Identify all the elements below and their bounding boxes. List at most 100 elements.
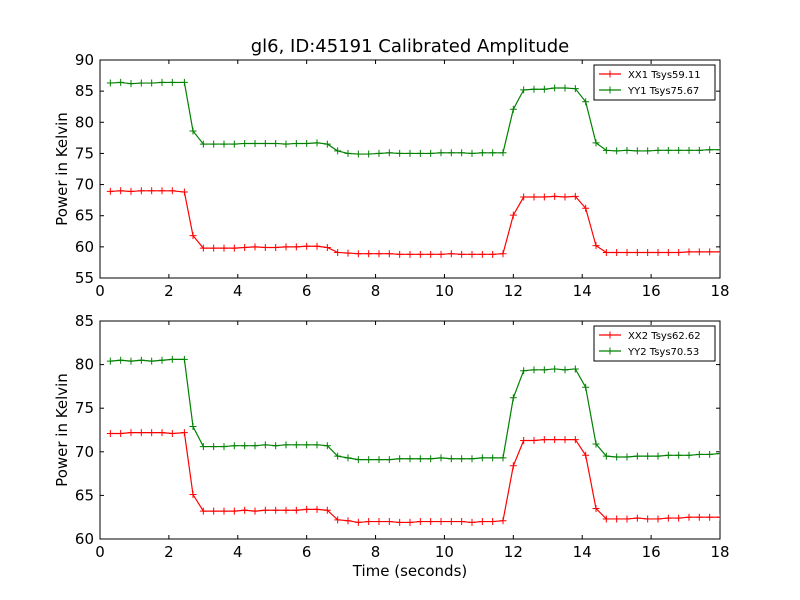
data-point-marker [406, 250, 414, 258]
data-point-marker [551, 436, 559, 444]
data-point-marker [499, 517, 507, 525]
data-point-marker [561, 84, 569, 92]
data-point-marker [602, 452, 610, 460]
data-point-marker [334, 248, 342, 256]
x-tick-label: 0 [95, 282, 105, 300]
x-tick-label: 6 [302, 282, 312, 300]
data-point-marker [323, 243, 331, 251]
data-point-marker [313, 139, 321, 147]
data-point-marker [344, 149, 352, 157]
y-tick-label: 90 [75, 51, 94, 69]
data-point-marker [582, 98, 590, 106]
data-point-marker [365, 150, 373, 158]
data-point-marker [148, 79, 156, 87]
data-point-marker [706, 450, 714, 458]
data-point-marker [654, 515, 662, 523]
data-point-marker [180, 188, 188, 196]
data-point-marker [561, 366, 569, 374]
data-point-marker [571, 436, 579, 444]
data-point-marker [189, 232, 197, 240]
data-point-marker [416, 455, 424, 463]
data-point-marker [158, 356, 166, 364]
data-point-marker [478, 454, 486, 462]
data-point-marker [127, 357, 135, 365]
y-tick-label: 65 [75, 207, 94, 225]
data-point-marker [106, 357, 114, 365]
data-point-marker [272, 442, 280, 450]
legend-label: XX1 Tsys59.11 [628, 70, 701, 81]
data-point-marker [468, 455, 476, 463]
series-yy [106, 78, 720, 158]
x-tick-label: 10 [435, 543, 454, 561]
data-point-marker [540, 193, 548, 201]
data-point-marker [695, 248, 703, 256]
data-point-marker [489, 250, 497, 258]
data-point-marker [375, 456, 383, 464]
data-point-marker [582, 204, 590, 212]
data-point-marker [530, 85, 538, 93]
x-tick-label: 8 [371, 543, 381, 561]
data-point-marker [664, 248, 672, 256]
data-point-marker [199, 140, 207, 148]
data-point-marker [416, 518, 424, 526]
x-tick-label: 6 [302, 543, 312, 561]
data-point-marker [220, 507, 228, 515]
data-point-marker [406, 455, 414, 463]
data-point-marker [520, 193, 528, 201]
data-point-marker [282, 140, 290, 148]
y-axis-label: Power in Kelvin [53, 112, 71, 226]
x-tick-label: 14 [573, 282, 592, 300]
data-point-marker [344, 454, 352, 462]
data-point-marker [644, 515, 652, 523]
subplot-2: 0 2 4 6 8 10 12 14 16 18 60 65 70 75 80 85 Power in Kelv… [53, 312, 730, 561]
data-point-marker [592, 440, 600, 448]
data-point-marker [251, 507, 259, 515]
data-point-marker [168, 429, 176, 437]
data-point-marker [685, 513, 693, 521]
data-point-marker [685, 146, 693, 154]
data-point-marker [117, 356, 125, 364]
data-point-marker [706, 513, 714, 521]
data-point-marker [530, 193, 538, 201]
data-point-marker [447, 518, 455, 526]
data-point-marker [458, 455, 466, 463]
data-point-marker [344, 517, 352, 525]
data-point-marker [117, 187, 125, 195]
x-tick-label: 2 [164, 282, 174, 300]
data-point-marker [685, 248, 693, 256]
data-point-marker [437, 518, 445, 526]
data-point-marker [509, 211, 517, 219]
data-point-marker [323, 442, 331, 450]
data-point-marker [644, 452, 652, 460]
data-point-marker [127, 187, 135, 195]
data-point-marker [261, 506, 269, 514]
x-tick-label: 10 [435, 282, 454, 300]
data-point-marker [499, 250, 507, 258]
data-point-marker [540, 436, 548, 444]
y-tick-label: 75 [75, 399, 94, 417]
data-point-marker [478, 250, 486, 258]
legend-box [593, 325, 716, 362]
data-point-marker [530, 366, 538, 374]
data-point-marker [509, 105, 517, 113]
data-point-marker [540, 85, 548, 93]
data-point-marker [406, 518, 414, 526]
data-point-marker [551, 365, 559, 373]
y-tick-label: 75 [75, 144, 94, 162]
data-point-marker [695, 513, 703, 521]
data-point-marker [261, 441, 269, 449]
data-point-marker [323, 506, 331, 514]
legend-marker [606, 70, 614, 78]
data-point-marker [437, 149, 445, 157]
data-point-marker [365, 518, 373, 526]
data-point-marker [313, 505, 321, 513]
data-point-marker [230, 442, 238, 450]
data-point-marker [230, 140, 238, 148]
data-point-marker [685, 451, 693, 459]
data-point-marker [520, 367, 528, 375]
data-point-marker [582, 451, 590, 459]
data-point-marker [313, 441, 321, 449]
data-point-marker [633, 248, 641, 256]
data-point-marker [561, 193, 569, 201]
